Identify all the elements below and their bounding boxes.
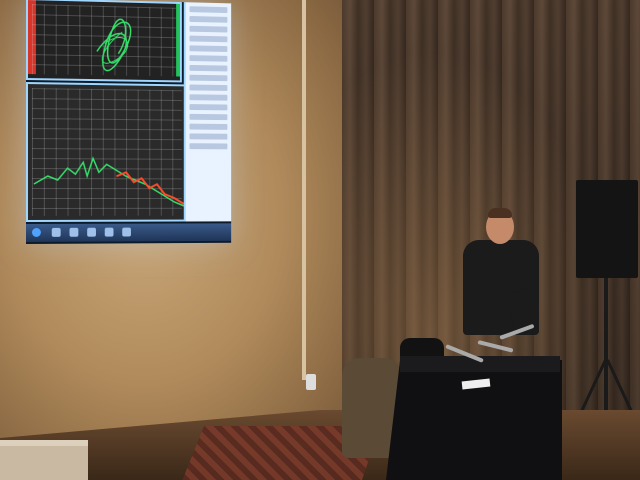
speaker-stand [604, 278, 608, 428]
spectrum-window [26, 82, 188, 222]
box [0, 440, 88, 480]
loudspeaker [576, 180, 638, 278]
start-icon [31, 227, 41, 237]
app-icon [122, 227, 131, 237]
table-with-cloth [386, 360, 562, 480]
spectrum-trace [28, 84, 190, 224]
power-outlet [306, 374, 316, 390]
app-icon [87, 227, 96, 237]
person-hair [488, 208, 512, 218]
browser-icon [51, 227, 61, 237]
projected-screen [26, 0, 232, 244]
app-icon [104, 227, 114, 237]
control-panel [183, 2, 232, 222]
lissajous-trace [28, 0, 180, 80]
app-icon [69, 227, 79, 237]
oscilloscope-window [26, 0, 182, 83]
table-top [400, 356, 560, 372]
wall-pipe [302, 0, 306, 380]
taskbar [26, 223, 232, 242]
